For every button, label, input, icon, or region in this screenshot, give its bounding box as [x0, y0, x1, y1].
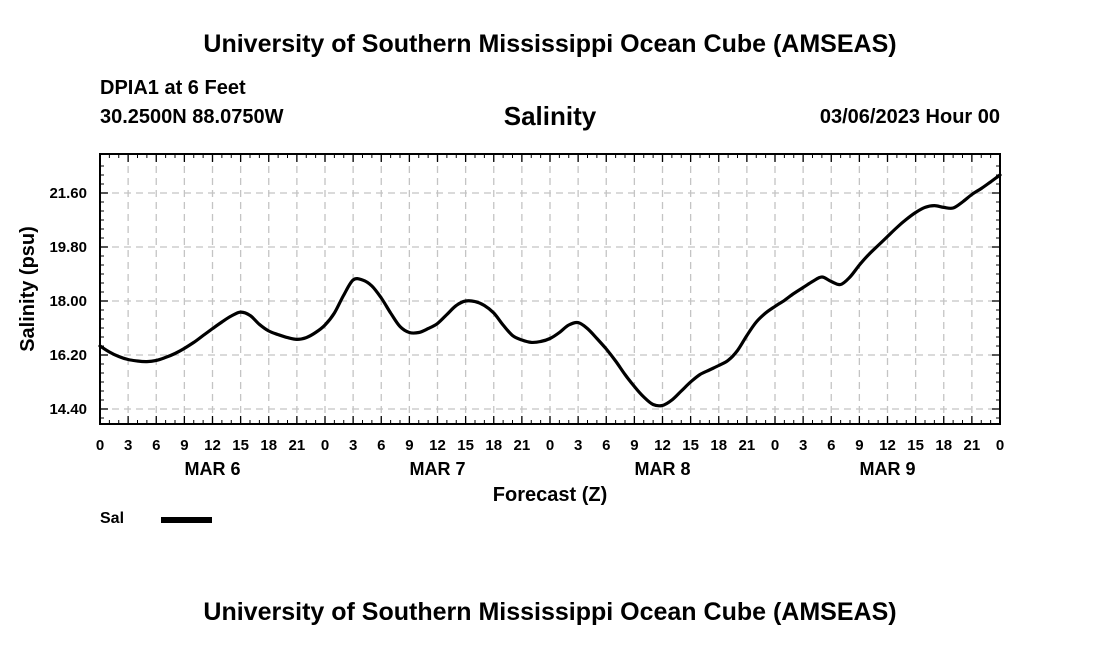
y-axis-title: Salinity (psu)	[17, 226, 39, 352]
y-tick-label: 14.40	[49, 401, 87, 418]
x-tick-label: 21	[964, 437, 981, 454]
day-label: MAR 8	[634, 459, 690, 479]
x-tick-label: 9	[180, 437, 188, 454]
x-tick-label: 21	[739, 437, 756, 454]
x-tick-label: 15	[457, 437, 474, 454]
x-tick-label: 6	[827, 437, 835, 454]
legend-label: Sal	[100, 510, 125, 527]
coordinates-label: 30.2500N 88.0750W	[100, 106, 284, 128]
x-tick-label: 12	[879, 437, 896, 454]
x-tick-label: 3	[574, 437, 582, 454]
x-tick-label: 0	[96, 437, 104, 454]
x-axis-title: Forecast (Z)	[493, 484, 607, 506]
series-line-sal	[98, 173, 1002, 408]
x-tick-label: 18	[485, 437, 502, 454]
day-label: MAR 6	[184, 459, 240, 479]
series-layer	[98, 173, 1002, 408]
x-tick-label: 15	[907, 437, 924, 454]
x-tick-label: 0	[996, 437, 1004, 454]
footer-title: University of Southern Mississippi Ocean…	[203, 598, 897, 626]
x-tick-label: 21	[289, 437, 306, 454]
legend-line-swatch	[161, 517, 212, 523]
y-tick-label: 18.00	[49, 293, 87, 310]
grid	[100, 154, 1000, 424]
page-title: University of Southern Mississippi Ocean…	[203, 30, 897, 58]
x-tick-label: 9	[630, 437, 638, 454]
x-tick-label: 3	[349, 437, 357, 454]
x-tick-label: 3	[799, 437, 807, 454]
day-label: MAR 7	[409, 459, 465, 479]
x-tick-label: 6	[152, 437, 160, 454]
tick-labels: 0 3 6 9 12 15 18 21 0 3 6 9 12 15 18 21 0 3 6 9 12 15 18 21 0 3 6 9…	[49, 185, 1004, 479]
x-tick-label: 9	[855, 437, 863, 454]
x-tick-label: 18	[260, 437, 277, 454]
x-tick-label: 0	[321, 437, 329, 454]
x-tick-label: 15	[232, 437, 249, 454]
y-tick-label: 21.60	[49, 185, 87, 202]
x-tick-label: 0	[546, 437, 554, 454]
x-tick-label: 15	[682, 437, 699, 454]
x-tick-label: 12	[654, 437, 671, 454]
forecast-datetime: 03/06/2023 Hour 00	[819, 106, 1000, 128]
x-tick-label: 12	[429, 437, 446, 454]
x-tick-label: 6	[377, 437, 385, 454]
day-label: MAR 9	[859, 459, 915, 479]
x-tick-label: 21	[514, 437, 531, 454]
x-tick-label: 6	[602, 437, 610, 454]
plot-frame	[99, 153, 1001, 425]
station-label: DPIA1 at 6 Feet	[100, 77, 246, 99]
x-tick-label: 18	[710, 437, 727, 454]
plot-name: Salinity	[503, 101, 597, 131]
x-tick-label: 9	[405, 437, 413, 454]
y-tick-label: 16.20	[49, 347, 87, 364]
x-tick-label: 18	[935, 437, 952, 454]
x-tick-label: 0	[771, 437, 779, 454]
x-tick-label: 12	[204, 437, 221, 454]
y-tick-label: 19.80	[49, 239, 87, 256]
x-tick-label: 3	[124, 437, 132, 454]
